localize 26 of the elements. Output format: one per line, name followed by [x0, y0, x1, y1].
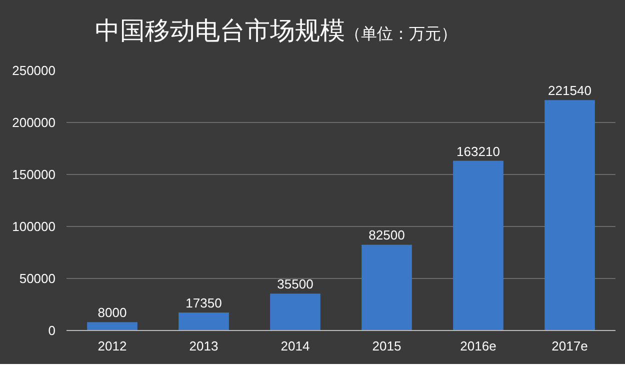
bar [178, 312, 229, 330]
x-tick-label: 2015 [372, 338, 402, 354]
data-label: 163210 [456, 144, 500, 159]
data-label: 17350 [186, 295, 222, 310]
x-tick-label: 2013 [189, 338, 218, 354]
y-tick-label: 200000 [12, 115, 56, 130]
y-tick-label: 150000 [12, 167, 56, 182]
bar [453, 160, 504, 330]
x-tick-label: 2014 [280, 338, 310, 354]
chart-subtitle: （单位：万元） [345, 24, 457, 43]
chart-title: 中国移动电台市场规模 [95, 16, 345, 45]
x-tick-label: 2012 [98, 338, 127, 354]
data-label: 82500 [368, 228, 405, 243]
data-label: 221540 [548, 83, 592, 98]
bar [270, 294, 320, 330]
y-tick-label: 100000 [12, 219, 56, 234]
y-tick-label: 50000 [19, 271, 56, 286]
data-label: 35500 [277, 276, 314, 292]
x-tick-label: 2016e [460, 338, 496, 354]
x-tick-label: 2017e [552, 338, 588, 354]
bar [87, 322, 138, 330]
y-tick-label: 0 [48, 323, 56, 338]
data-label: 8000 [98, 305, 127, 320]
bar [362, 244, 412, 330]
bar [544, 100, 595, 330]
y-tick-label: 250000 [12, 63, 56, 78]
